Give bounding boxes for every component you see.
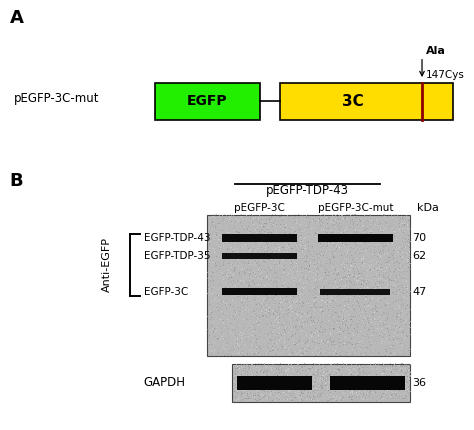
Bar <box>222 289 297 295</box>
Bar <box>222 253 297 259</box>
Text: EGFP-TDP-35: EGFP-TDP-35 <box>144 251 210 261</box>
Bar <box>320 289 391 295</box>
Text: 36: 36 <box>412 378 426 388</box>
Bar <box>232 364 410 402</box>
Text: A: A <box>9 9 23 27</box>
Bar <box>237 376 312 390</box>
Bar <box>280 83 453 120</box>
Text: Ala: Ala <box>426 46 446 56</box>
Text: EGFP-TDP-43: EGFP-TDP-43 <box>144 233 210 243</box>
Text: pEGFP-3C: pEGFP-3C <box>234 203 285 213</box>
Text: kDa: kDa <box>417 203 438 213</box>
Bar <box>318 234 392 242</box>
Text: 47: 47 <box>412 287 427 297</box>
Text: GAPDH: GAPDH <box>144 376 186 390</box>
Text: 70: 70 <box>412 233 426 243</box>
Bar <box>222 234 297 242</box>
Text: 3C: 3C <box>342 94 364 109</box>
Text: pEGFP-3C-mut: pEGFP-3C-mut <box>14 92 100 104</box>
Bar <box>155 83 260 120</box>
Text: EGFP-3C: EGFP-3C <box>144 287 188 297</box>
Text: Anti-EGFP: Anti-EGFP <box>102 237 112 292</box>
Bar <box>330 376 405 390</box>
Text: pEGFP-3C-mut: pEGFP-3C-mut <box>318 203 393 213</box>
Text: pEGFP-TDP-43: pEGFP-TDP-43 <box>266 184 349 197</box>
Text: 62: 62 <box>412 251 426 261</box>
Text: 147Cys: 147Cys <box>426 70 465 80</box>
Text: B: B <box>9 172 23 190</box>
Bar <box>208 215 410 356</box>
Text: EGFP: EGFP <box>187 95 228 108</box>
